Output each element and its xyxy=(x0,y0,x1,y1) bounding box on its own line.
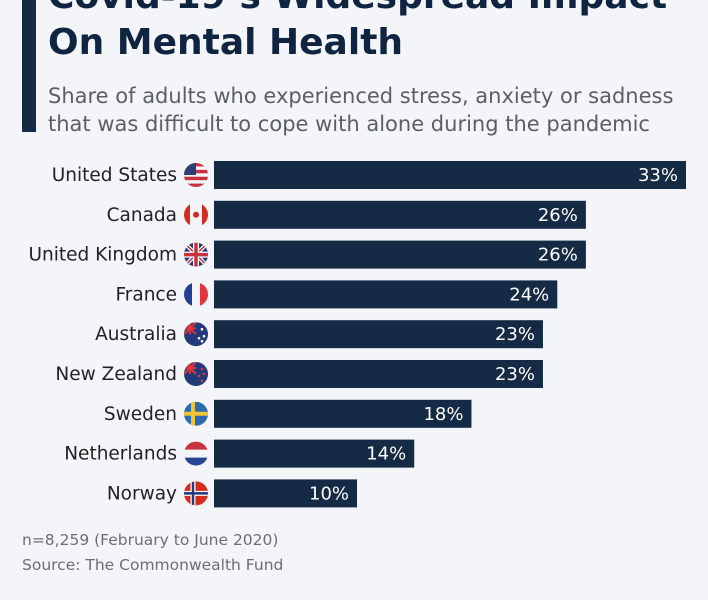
category-label: New Zealand xyxy=(55,364,177,385)
flag-part xyxy=(184,163,196,175)
bar xyxy=(214,280,558,309)
chart: United States 33% Canada 26% United Kingdom 2… xyxy=(29,161,686,508)
title-accent xyxy=(22,0,36,132)
flag-part xyxy=(184,282,192,307)
flag-part xyxy=(184,190,208,193)
bar xyxy=(214,439,415,468)
bar xyxy=(214,200,586,229)
data-label: 14% xyxy=(366,444,406,465)
flag xyxy=(184,282,208,307)
chart-title: Covid-19’s Widespread Impact On Mental H… xyxy=(48,0,667,63)
flag xyxy=(184,242,208,267)
flag-part xyxy=(197,374,201,378)
category-label: United Kingdom xyxy=(29,245,178,266)
category-label: Sweden xyxy=(104,404,177,425)
category-label: Netherlands xyxy=(64,444,177,465)
category-label: France xyxy=(115,284,177,305)
data-label: 10% xyxy=(309,483,349,504)
flag-part xyxy=(200,379,204,383)
flag xyxy=(184,401,208,426)
flag-part xyxy=(200,282,208,307)
flag-part xyxy=(184,362,197,375)
flag xyxy=(184,202,208,227)
flag-part xyxy=(184,481,208,506)
flag xyxy=(184,163,208,200)
flag-part xyxy=(184,176,208,181)
data-label: 26% xyxy=(538,245,578,266)
category-label: Australia xyxy=(95,324,177,345)
flag-part xyxy=(184,183,208,187)
chart-subtitle: Share of adults who experienced stress, … xyxy=(48,84,674,136)
bar xyxy=(214,320,543,349)
flag-part xyxy=(184,401,208,426)
bar xyxy=(214,399,472,428)
data-label: 18% xyxy=(423,404,463,425)
flag xyxy=(184,362,208,386)
flag xyxy=(184,441,208,466)
bar xyxy=(214,479,358,508)
flag-part xyxy=(184,441,208,450)
flag-part xyxy=(202,372,206,376)
bar xyxy=(214,360,543,388)
category-label: Canada xyxy=(107,205,177,226)
flag xyxy=(184,322,208,347)
flag-part xyxy=(184,457,208,466)
flag-part xyxy=(184,242,208,267)
flag-part xyxy=(200,339,204,343)
flag-part xyxy=(202,334,206,338)
note: n=8,259 (February to June 2020) xyxy=(22,531,279,549)
data-label: 26% xyxy=(538,205,578,226)
source: Source: The Commonwealth Fund xyxy=(22,556,284,574)
flag-part xyxy=(184,322,197,335)
bar xyxy=(214,161,686,189)
flag-part xyxy=(184,202,190,227)
category-label: United States xyxy=(52,165,177,186)
bar xyxy=(214,240,586,269)
data-label: 24% xyxy=(509,284,549,305)
category-label: Norway xyxy=(107,483,177,504)
flag-part xyxy=(200,367,204,371)
flag-part xyxy=(202,202,208,227)
flag-part xyxy=(193,211,199,218)
flag-part xyxy=(184,197,208,200)
data-label: 33% xyxy=(638,165,678,186)
data-label: 23% xyxy=(495,364,535,385)
flag-part xyxy=(197,336,201,340)
flag-part xyxy=(200,327,204,331)
data-label: 23% xyxy=(495,324,535,345)
flag xyxy=(184,481,208,506)
